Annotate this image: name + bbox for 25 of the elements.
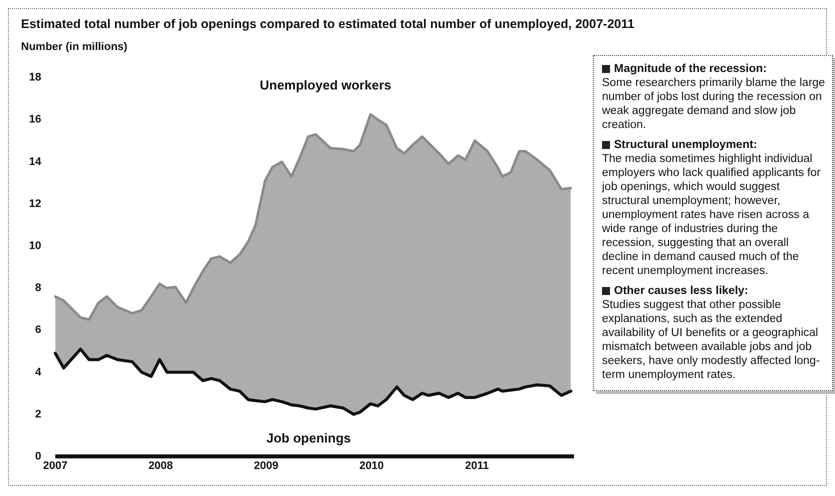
text: Other causes less likely:: [614, 284, 748, 298]
y-tick-label: 6: [35, 324, 42, 336]
text: Some researchers primarily blame the large number of jobs lost during the recession on weak aggregate demand and slow job creation.: [602, 76, 826, 132]
y-tick-label: 4: [35, 366, 42, 378]
y-axis-title: Number (in millions): [21, 41, 128, 53]
y-tick-label: 10: [28, 240, 42, 252]
y-tick-label: 2: [35, 408, 42, 420]
text: Studies suggest that other possible explanations, such as the extended availability of UI benefits or a geographical mismatch between available jobs and job seekers, have only modestly affected long-term unemployment rates.: [602, 298, 821, 382]
y-tick-label: 8: [35, 282, 42, 294]
text: The media sometimes highlight individual employers who lack qualified applicants for job openings, which would suggest structural unemployment; however, unemployment rates have risen across a wide range of industries during the recession, suggesting that an overall decline in demand caused much of the recent unemployment increases.: [602, 153, 821, 277]
y-tick-label: 12: [28, 198, 42, 210]
text: Unemployed workers: [260, 78, 392, 93]
x-tick-label: 2008: [148, 460, 173, 472]
y-tick-label: 18: [28, 72, 42, 84]
y-tick-label: 0: [35, 450, 42, 462]
chart-title: Estimated total number of job openings compared to estimated total number of unemployed, 2007-2011: [21, 17, 634, 31]
x-tick-label: 2011: [465, 460, 489, 472]
text: Magnitude of the recession:: [614, 62, 767, 76]
y-tick-label: 16: [28, 114, 42, 126]
x-tick-label: 2009: [254, 460, 278, 472]
x-tick-label: 2007: [42, 460, 68, 472]
series-label: Job openings: [266, 430, 351, 446]
text: Structural unemployment:: [614, 138, 758, 152]
y-tick-label: 14: [28, 156, 42, 168]
x-tick-label: 2010: [359, 460, 384, 472]
